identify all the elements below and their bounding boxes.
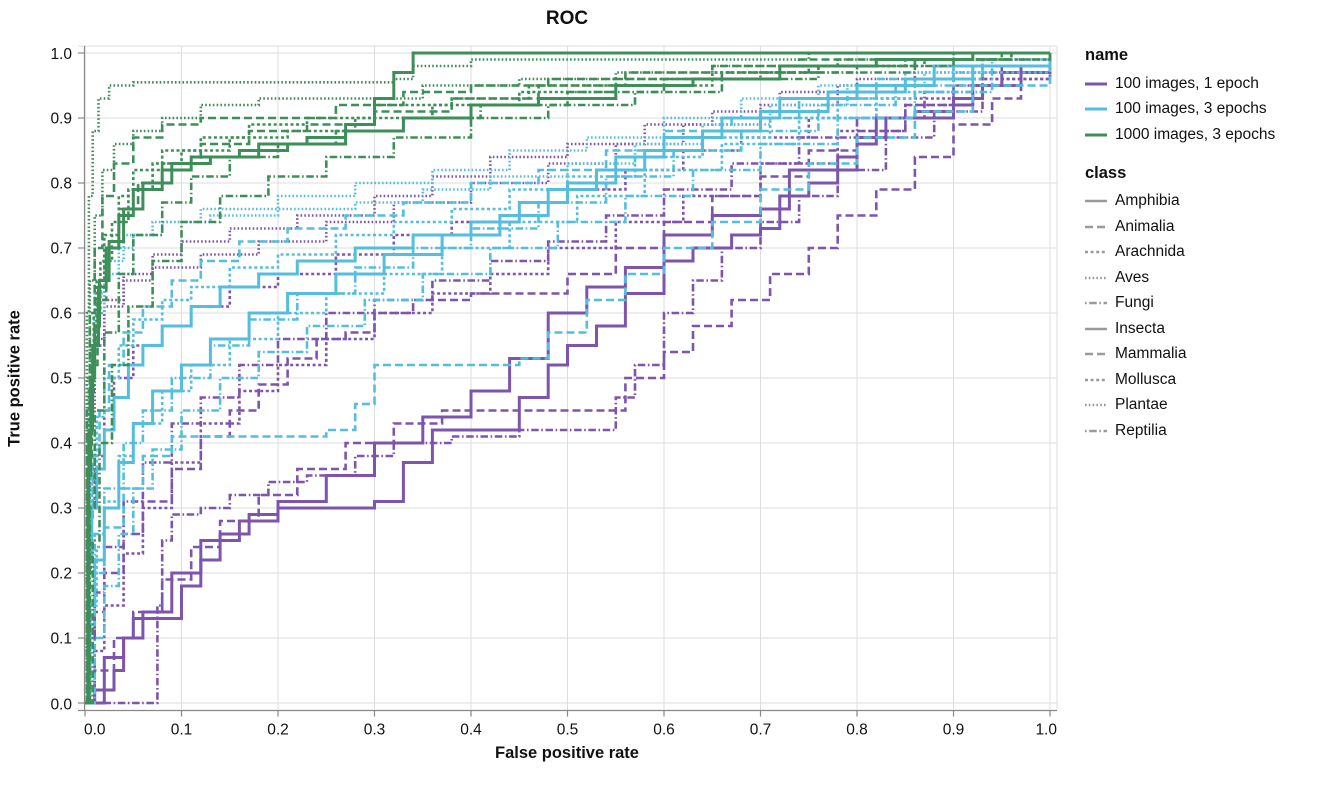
legend-dash-swatch-solid	[1085, 199, 1107, 203]
legend-item-label: Reptilia	[1115, 421, 1167, 439]
legend-item: Reptilia	[1085, 418, 1335, 444]
legend-class-title: class	[1085, 163, 1127, 182]
y-tick-label: 0.6	[50, 306, 72, 323]
roc-curve	[85, 53, 1052, 705]
x-tick-label: 0.2	[267, 722, 289, 739]
legend-item: Mammalia	[1085, 342, 1335, 368]
roc-plot-area: 0.0 0.1 0.2 0.3 0.4 0.5 0.6 0.7 0.8 0.9 1.0 0.0 0.1 0…	[50, 45, 1058, 739]
x-tick-label: 0.7	[750, 722, 772, 739]
legend-item-label: Arachnida	[1115, 243, 1185, 261]
legend-dash-swatch-dashdot	[1085, 429, 1107, 433]
y-tick-label: 0.1	[50, 631, 72, 648]
legend-item-label: Mammalia	[1115, 345, 1187, 363]
roc-curve	[85, 51, 1050, 705]
roc-curve	[85, 53, 1052, 705]
roc-curve	[85, 53, 1052, 705]
legend-color-swatch	[1085, 82, 1107, 86]
legend-item: Amphibia	[1085, 189, 1335, 215]
legend-name-items: 100 images, 1 epoch 100 images, 3 epochs 1…	[1085, 71, 1335, 148]
roc-curve	[85, 53, 1052, 705]
roc-curve	[85, 51, 1050, 705]
legend-color-swatch	[1085, 133, 1107, 137]
legend-item: Plantae	[1085, 393, 1335, 419]
legend-item-label: 100 images, 3 epochs	[1115, 100, 1267, 118]
legend-dash-swatch-dotted	[1085, 403, 1107, 407]
legend-item-label: Mollusca	[1115, 370, 1177, 388]
y-tick-label: 0.0	[50, 697, 72, 714]
y-tick-label: 0.8	[50, 176, 72, 193]
legend-item-label: Amphibia	[1115, 192, 1180, 210]
roc-curve	[85, 53, 1052, 705]
legend-class-group: class Amphibia Animalia Arachnida Aves Fungi…	[1085, 164, 1335, 444]
y-axis-title: True positive rate	[5, 310, 24, 447]
legend-item: Mollusca	[1085, 367, 1335, 393]
x-tick-label: 0.6	[653, 722, 675, 739]
legend-item-label: 100 images, 1 epoch	[1115, 74, 1259, 92]
chart-title: ROC	[545, 8, 589, 29]
legend-dash-swatch-solid	[1085, 327, 1107, 331]
legend-dash-swatch-dashdot	[1085, 301, 1107, 305]
roc-curve	[85, 53, 1052, 705]
legend-item-label: Plantae	[1115, 396, 1168, 414]
legend-name-title: name	[1085, 46, 1129, 64]
y-tick-label: 1.0	[50, 46, 72, 63]
roc-curve	[85, 53, 1052, 705]
y-tick-label: 0.5	[50, 371, 72, 388]
legend-item: Fungi	[1085, 291, 1335, 317]
legend-item: 100 images, 3 epochs	[1085, 97, 1335, 123]
x-tick-label: 0.1	[171, 722, 193, 739]
roc-curve	[85, 53, 1052, 705]
legend-color-swatch	[1085, 107, 1107, 111]
legend: name 100 images, 1 epoch 100 images, 3 ep…	[1085, 46, 1335, 460]
x-tick-label: 0.0	[84, 722, 106, 739]
y-tick-label: 0.4	[50, 436, 72, 453]
legend-dash-swatch-shortdash	[1085, 378, 1107, 382]
x-tick-label: 0.4	[460, 722, 482, 739]
legend-dash-swatch-dashed	[1085, 225, 1107, 229]
legend-item: 100 images, 1 epoch	[1085, 71, 1335, 97]
legend-item: Animalia	[1085, 214, 1335, 240]
roc-curve	[85, 53, 1052, 705]
legend-item: Insecta	[1085, 316, 1335, 342]
y-tick-label: 0.3	[50, 501, 72, 518]
roc-curve	[85, 53, 1052, 705]
legend-item-label: Animalia	[1115, 217, 1175, 235]
x-tick-label: 1.0	[1035, 722, 1057, 739]
legend-dash-swatch-dotted	[1085, 276, 1107, 280]
x-tick-label: 0.3	[364, 722, 386, 739]
legend-name-group: name 100 images, 1 epoch 100 images, 3 ep…	[1085, 46, 1335, 148]
roc-curve	[85, 53, 1052, 705]
legend-item-label: Insecta	[1115, 319, 1165, 337]
y-tick-label: 0.2	[50, 566, 72, 583]
x-tick-label: 0.8	[846, 722, 868, 739]
y-tick-label: 0.9	[50, 111, 72, 128]
roc-curve	[85, 51, 1050, 705]
legend-item: Aves	[1085, 265, 1335, 291]
legend-item: 1000 images, 3 epochs	[1085, 122, 1335, 148]
legend-item-label: Aves	[1115, 268, 1150, 286]
y-tick-label: 0.7	[50, 241, 72, 258]
roc-curve	[85, 53, 1052, 705]
x-tick-label: 0.5	[557, 722, 579, 739]
roc-curve	[85, 53, 1052, 705]
legend-item: Arachnida	[1085, 240, 1335, 266]
x-tick-label: 0.9	[943, 722, 965, 739]
roc-curve	[85, 51, 1050, 705]
legend-dash-swatch-dashed	[1085, 352, 1107, 356]
roc-curve	[85, 51, 1050, 705]
legend-dash-swatch-shortdash	[1085, 250, 1107, 254]
legend-item-label: 1000 images, 3 epochs	[1115, 125, 1276, 143]
legend-class-items: Amphibia Animalia Arachnida Aves Fungi Insect…	[1085, 189, 1335, 444]
x-axis-title: False positive rate	[495, 744, 639, 762]
legend-item-label: Fungi	[1115, 294, 1154, 312]
